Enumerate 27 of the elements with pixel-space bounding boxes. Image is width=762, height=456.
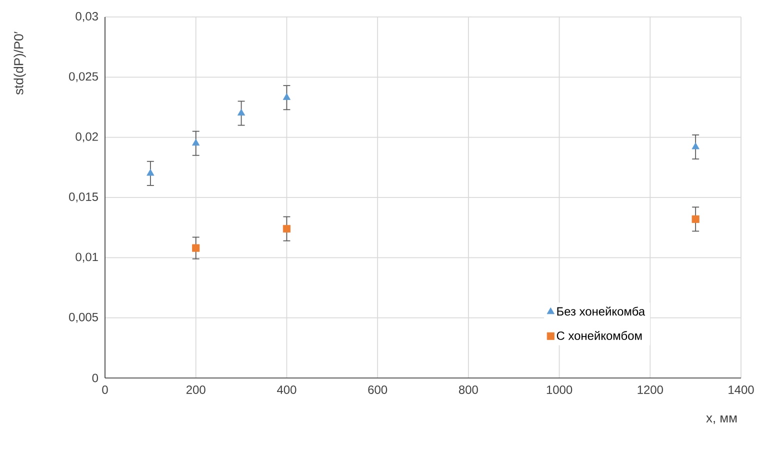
y-tick-label: 0: [92, 374, 98, 382]
y-tick-label: 0,02: [76, 132, 98, 142]
point: [146, 169, 154, 176]
point: [282, 224, 291, 233]
x-tick-label: 1200: [638, 386, 663, 394]
x-tick-label: 800: [458, 386, 478, 394]
x-tick-label: 400: [277, 386, 296, 394]
x-tick-label: 600: [368, 386, 388, 394]
y-tick-label: 0,03: [76, 12, 98, 22]
x-tick-label: 0: [102, 386, 108, 394]
y-tick-label: 0,01: [76, 252, 98, 263]
x-tick-label: 200: [186, 386, 206, 394]
point: [692, 215, 700, 223]
legend-label: С хонейкомбом: [556, 330, 642, 340]
x-tick-label: 1400: [728, 386, 754, 394]
point: [282, 93, 291, 100]
point: [692, 142, 700, 150]
y-tick-label: 0,015: [69, 192, 98, 202]
point: [192, 244, 200, 252]
y-tick-label: 0,005: [69, 312, 98, 323]
point: [192, 138, 200, 146]
y-tick-label: 0,025: [69, 72, 98, 82]
y-axis-title: std(dP)/P0′: [14, 32, 26, 95]
legend-label: Без хонейкомба: [557, 306, 646, 316]
x-axis-title: x, мм: [706, 416, 737, 424]
x-tick-label: 1000: [546, 386, 572, 394]
point: [237, 108, 246, 116]
